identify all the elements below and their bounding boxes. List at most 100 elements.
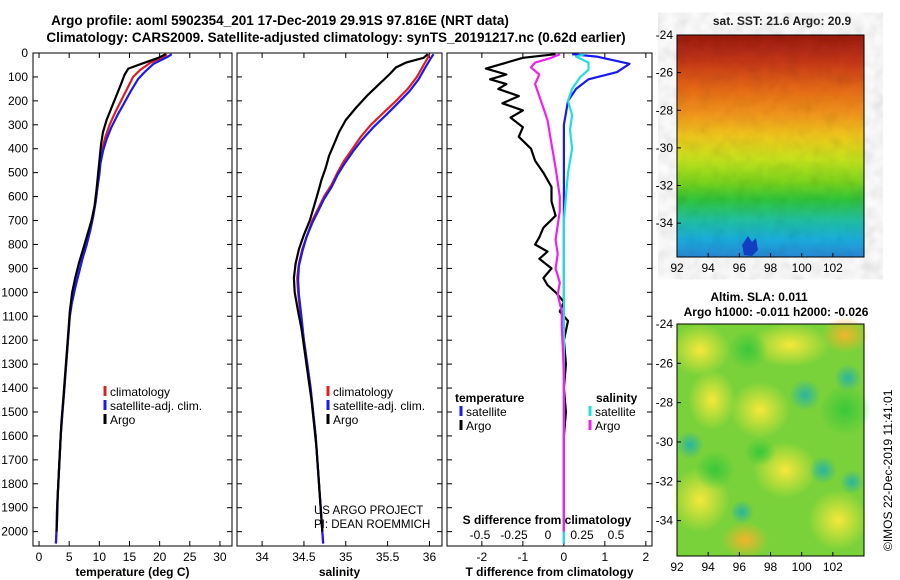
difference-x-tick-label: 1	[602, 550, 609, 564]
diff-legend-title-temperature: temperature	[455, 391, 525, 405]
sst-map-ticks: 92 94 96 98 100 102 -24 -26 -28 -30 -32 -34	[656, 28, 844, 275]
depth-tick-label: 1700	[1, 453, 28, 467]
sst-heatmap	[677, 35, 864, 257]
depth-tick-label: 200	[8, 94, 28, 108]
difference-series-salinity-satellite	[562, 53, 590, 544]
salinity-x-tick-label: 36	[423, 550, 437, 564]
sla-map-subtitle: Argo h1000: -0.011 h2000: -0.026	[684, 305, 869, 319]
depth-tick-label: 600	[8, 190, 28, 204]
imos-credit: ©IMOS 22-Dec-2019 11:41:01	[881, 389, 895, 551]
temperature-x-tick-label: 25	[183, 550, 197, 564]
temperature-legend-label: climatology	[110, 385, 170, 399]
depth-tick-label: 400	[8, 142, 28, 156]
salinity-legend-label: climatology	[333, 385, 393, 399]
depth-tick-label: 1300	[1, 357, 28, 371]
salinity-frame	[236, 52, 443, 547]
diff-legend-label: satellite	[595, 405, 636, 419]
sst-ticks-y-tick-label: -32	[656, 179, 674, 193]
temperature-x-tick-label: 0	[36, 550, 43, 564]
diff-x2-tick-label: 0	[545, 528, 552, 542]
difference-x-tick-label: -1	[518, 550, 529, 564]
diff-legend-title-salinity: salinity	[596, 391, 638, 405]
sla-ticks-x-tick-label: 92	[670, 560, 684, 574]
depth-tick-label: 100	[8, 70, 28, 84]
salinity-legend-label: Argo	[333, 413, 359, 427]
temperature-legend-label: satellite-adj. clim.	[110, 399, 202, 413]
sla-ticks-y-tick-label: -28	[656, 396, 674, 410]
sla-ticks-x-tick-label: 94	[701, 560, 715, 574]
diff-legend-label: Argo	[466, 419, 492, 433]
sla-ticks-y-tick-label: -32	[656, 474, 674, 488]
sst-cold-patch	[742, 236, 758, 256]
depth-tick-label: 0	[21, 46, 28, 60]
salinity-x-tick-label: 34	[255, 550, 269, 564]
difference-x-tick-label: 0	[561, 550, 568, 564]
temperature-series-argo	[55, 53, 167, 532]
sla-ticks-x-tick-label: 102	[823, 560, 843, 574]
depth-tick-label: 2000	[1, 525, 28, 539]
salinity-legend-label: satellite-adj. clim.	[333, 399, 425, 413]
sst-ticks-y-tick-label: -30	[656, 141, 674, 155]
diff-x2-tick-label: -0.25	[500, 528, 528, 542]
temperature-series-satellite-adj-clim-	[54, 53, 173, 544]
sla-anomaly-blobs	[670, 317, 871, 558]
difference-panel: -2 -1 0 1 2 T difference from climatology temp…	[446, 52, 653, 579]
temperature-x-tick-label: 15	[123, 550, 137, 564]
project-annotation: US ARGO PROJECT	[314, 505, 423, 517]
depth-axis: 0 100 200 300 400 500 600 700 800 900 1000 1100 1200…	[1, 46, 28, 539]
depth-tick-label: 300	[8, 118, 28, 132]
sla-ticks-x-tick-label: 96	[733, 560, 747, 574]
depth-tick-label: 1600	[1, 429, 28, 443]
difference-x-tick-label: 2	[643, 550, 650, 564]
sst-ticks-y-tick-label: -28	[656, 103, 674, 117]
salinity-x-tick-label: 35	[339, 550, 353, 564]
sla-map-title: Altim. SLA: 0.011	[710, 290, 808, 304]
sst-ticks-x-tick-label: 92	[670, 261, 684, 275]
temperature-x-tick-label: 5	[66, 550, 73, 564]
sla-ticks-y-tick-label: -26	[656, 356, 674, 370]
depth-tick-label: 1800	[1, 477, 28, 491]
depth-tick-label: 1900	[1, 501, 28, 515]
sla-ticks-y-tick-label: -24	[656, 317, 674, 331]
temperature-x-tick-label: 20	[153, 550, 167, 564]
salinity-series-argo	[292, 53, 429, 532]
sst-ticks-x-tick-label: 100	[792, 261, 812, 275]
diff-x2-tick-label: -0.5	[470, 528, 491, 542]
diff-legend-label: satellite	[466, 405, 507, 419]
temperature-legend-label: Argo	[110, 413, 136, 427]
sla-ticks-y-tick-label: -34	[656, 514, 674, 528]
depth-tick-label: 1400	[1, 381, 28, 395]
sla-map-ticks: 92 94 96 98 100 102 -24 -26 -28 -30 -32 -34	[656, 317, 844, 574]
sst-ticks-x-tick-label: 96	[733, 261, 747, 275]
diff-legend-label: Argo	[595, 419, 621, 433]
depth-tick-label: 1100	[2, 309, 28, 323]
salinity-x-label: salinity	[319, 565, 361, 579]
sla-ticks-x-tick-label: 100	[792, 560, 812, 574]
depth-tick-label: 1500	[1, 405, 28, 419]
sst-ticks-y-tick-label: -34	[656, 216, 674, 230]
sst-map-title: sat. SST: 21.6 Argo: 20.9	[713, 14, 852, 28]
temperature-frame	[32, 52, 233, 547]
sla-ticks-y-tick-label: -30	[656, 435, 674, 449]
title-line-2: Climatology: CARS2009. Satellite-adjuste…	[46, 30, 625, 45]
diff-x2-tick-label: 0.5	[608, 528, 625, 542]
difference-series-salinity-argo	[529, 53, 566, 532]
sst-ticks-y-tick-label: -26	[656, 66, 674, 80]
temperature-x-tick-label: 30	[213, 550, 227, 564]
difference-x-tick-label: -2	[477, 550, 488, 564]
depth-tick-label: 700	[8, 214, 28, 228]
temperature-x-label: temperature (deg C)	[75, 565, 189, 579]
sst-ticks-x-tick-label: 94	[701, 261, 715, 275]
depth-tick-label: 900	[8, 261, 28, 275]
project-annotation: PI: DEAN ROEMMICH	[314, 519, 430, 531]
salinity-panel: 34 34.5 35 35.5 36 salinity climatologysatelli…	[236, 52, 443, 579]
salinity-x-tick-label: 35.5	[376, 550, 400, 564]
sst-ticks-x-tick-label: 102	[823, 261, 843, 275]
difference-frame	[446, 52, 653, 547]
difference-series-temperature-argo	[484, 53, 570, 532]
diff-x2-label: S difference from climatology	[463, 513, 632, 527]
difference-x-label: T difference from climatology	[465, 565, 633, 579]
salinity-x-tick-label: 34.5	[292, 550, 316, 564]
temperature-panel: 0 5 10 15 20 25 30 temperature (deg C) climatolo…	[32, 52, 233, 579]
